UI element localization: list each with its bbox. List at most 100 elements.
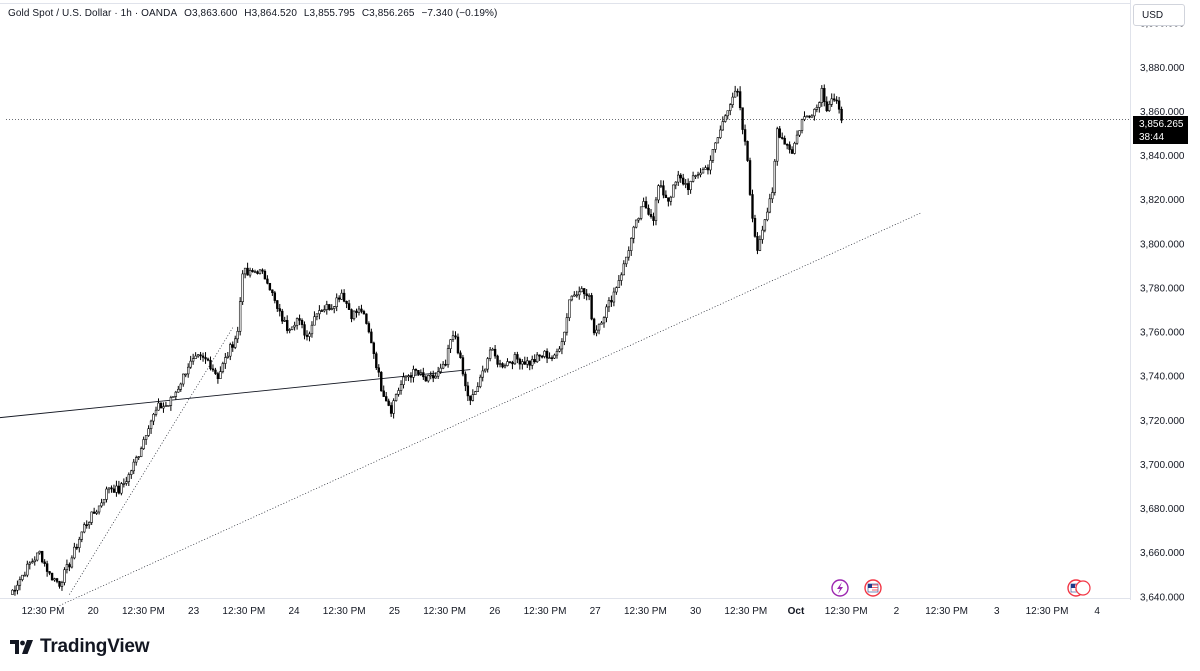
candle[interactable] [88, 521, 91, 529]
candle[interactable] [634, 219, 638, 229]
candle[interactable] [498, 359, 502, 368]
candle[interactable] [637, 217, 640, 223]
candle[interactable] [523, 356, 527, 365]
candle[interactable] [630, 237, 633, 256]
candles[interactable] [11, 84, 843, 596]
candle[interactable] [60, 580, 64, 591]
candle[interactable] [449, 339, 452, 353]
candle[interactable] [182, 373, 185, 387]
candle[interactable] [28, 561, 31, 570]
candle[interactable] [147, 425, 150, 437]
candle[interactable] [575, 290, 578, 298]
candle[interactable] [75, 543, 79, 551]
candle[interactable] [320, 309, 324, 312]
candle[interactable] [142, 436, 145, 450]
candle[interactable] [709, 155, 712, 175]
candle[interactable] [540, 354, 544, 359]
candle[interactable] [78, 536, 81, 553]
candle[interactable] [686, 178, 690, 195]
candle[interactable] [587, 293, 591, 301]
candle[interactable] [236, 326, 239, 343]
trendline[interactable] [59, 212, 921, 606]
event-markers[interactable] [831, 579, 1091, 597]
candle[interactable] [70, 555, 74, 569]
candle[interactable] [355, 308, 358, 318]
candle[interactable] [285, 315, 289, 334]
candle[interactable] [798, 130, 801, 137]
candle[interactable] [261, 268, 264, 274]
candle[interactable] [243, 267, 247, 279]
candle[interactable] [513, 352, 517, 365]
currency-button[interactable]: USD [1133, 4, 1185, 26]
candle[interactable] [474, 390, 477, 395]
candle[interactable] [323, 305, 326, 313]
candle[interactable] [419, 369, 423, 376]
candle[interactable] [773, 158, 776, 196]
candle[interactable] [144, 435, 148, 445]
candle[interactable] [828, 100, 831, 112]
candle[interactable] [486, 356, 489, 373]
candle[interactable] [516, 351, 519, 364]
candle[interactable] [432, 370, 435, 383]
candle[interactable] [196, 354, 200, 358]
candle[interactable] [837, 96, 841, 114]
candle[interactable] [90, 511, 93, 525]
candle[interactable] [389, 402, 393, 417]
candle[interactable] [662, 180, 665, 199]
candle[interactable] [724, 114, 727, 123]
candle[interactable] [471, 389, 475, 402]
candle[interactable] [667, 197, 670, 207]
candle[interactable] [790, 146, 794, 154]
candle[interactable] [36, 552, 39, 562]
us-flag-event-icon[interactable] [1075, 580, 1091, 596]
candle[interactable] [830, 93, 833, 107]
candle[interactable] [31, 558, 34, 564]
candle[interactable] [771, 187, 774, 204]
candle[interactable] [652, 212, 655, 226]
candle[interactable] [726, 110, 729, 120]
candle[interactable] [674, 181, 677, 190]
candle[interactable] [53, 577, 56, 582]
candle[interactable] [112, 484, 116, 493]
candle[interactable] [253, 269, 257, 274]
candle[interactable] [526, 356, 529, 368]
candle[interactable] [206, 357, 210, 362]
candle[interactable] [531, 355, 534, 370]
candle[interactable] [733, 85, 737, 98]
candle[interactable] [174, 390, 178, 400]
candle[interactable] [402, 372, 405, 389]
candle[interactable] [162, 402, 165, 413]
candle[interactable] [417, 370, 420, 376]
candle[interactable] [563, 331, 566, 346]
candle[interactable] [226, 351, 229, 359]
candle[interactable] [818, 101, 821, 113]
candle[interactable] [639, 206, 643, 221]
candle[interactable] [694, 174, 697, 179]
lightning-event-icon[interactable] [831, 579, 849, 597]
candle[interactable] [40, 550, 44, 564]
candle[interactable] [446, 344, 450, 368]
candle[interactable] [251, 268, 254, 273]
candle[interactable] [315, 313, 319, 321]
candle[interactable] [209, 356, 212, 371]
candle[interactable] [823, 84, 826, 107]
candle[interactable] [434, 372, 437, 379]
candle[interactable] [664, 190, 668, 198]
candle[interactable] [310, 321, 314, 338]
candle[interactable] [377, 364, 380, 378]
candle[interactable] [199, 351, 202, 361]
candle[interactable] [382, 385, 385, 397]
candle[interactable] [721, 116, 725, 131]
candle[interactable] [325, 300, 328, 315]
candle[interactable] [83, 522, 86, 534]
candle[interactable] [58, 580, 61, 589]
candle[interactable] [602, 316, 606, 328]
candle[interactable] [748, 157, 752, 196]
candle[interactable] [590, 292, 593, 321]
price-axis[interactable]: 3,900.0003,880.0003,860.0003,840.0003,82… [1140, 19, 1185, 604]
candle[interactable] [825, 96, 828, 113]
candle[interactable] [788, 141, 791, 154]
candle[interactable] [607, 297, 611, 313]
candle[interactable] [184, 373, 187, 378]
candle[interactable] [570, 295, 574, 302]
